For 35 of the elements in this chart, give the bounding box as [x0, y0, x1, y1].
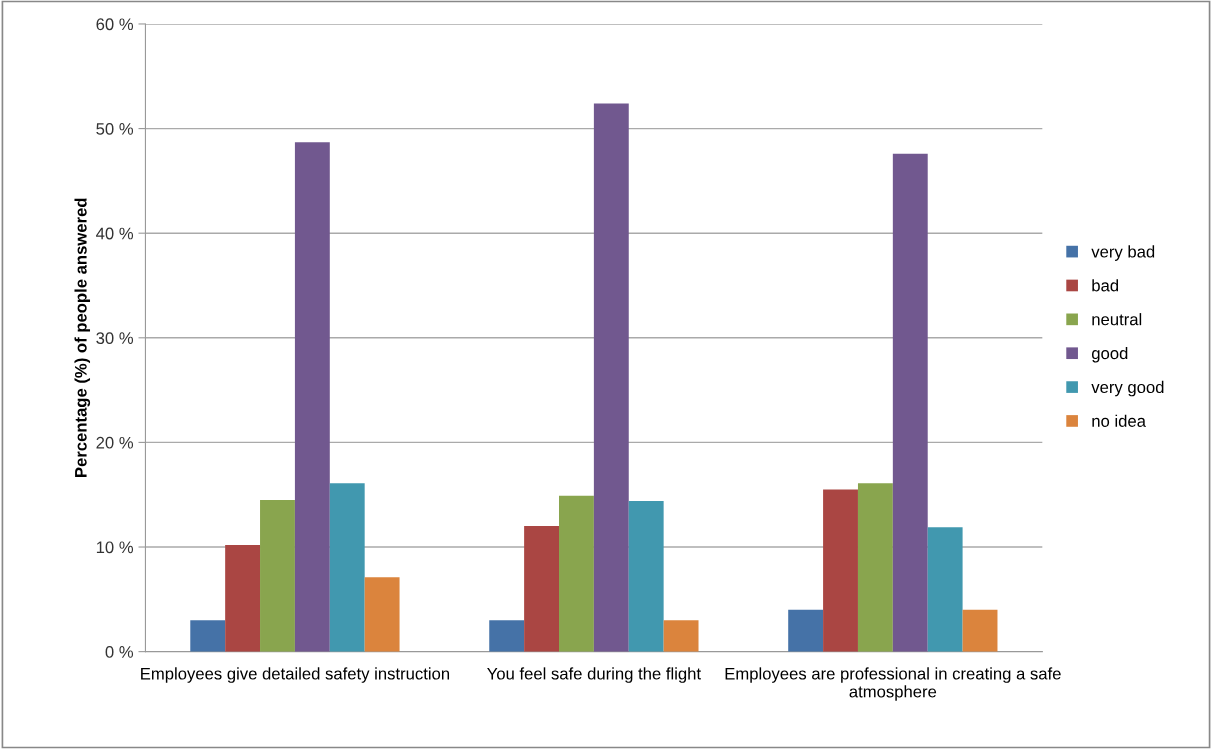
bar — [823, 489, 858, 652]
x-tick-label: You feel safe during the flight — [487, 667, 701, 683]
y-tick-label: 10 % — [96, 541, 134, 554]
bar — [260, 499, 295, 652]
bar — [225, 544, 261, 652]
bar — [489, 620, 525, 652]
legend-label: very good — [1091, 380, 1164, 397]
bar — [892, 153, 928, 652]
bar — [788, 609, 824, 652]
bar — [559, 495, 594, 652]
bar — [927, 527, 963, 652]
bar — [962, 609, 998, 652]
legend-label: good — [1091, 346, 1128, 363]
bar — [663, 620, 699, 652]
bar — [524, 526, 559, 652]
bar — [364, 577, 400, 652]
bar — [628, 500, 664, 652]
bar — [329, 483, 365, 652]
legend-label: no idea — [1092, 414, 1146, 427]
y-tick-label: 50 % — [96, 122, 134, 135]
y-tick-label: 30 % — [96, 332, 134, 344]
bar — [857, 483, 893, 652]
y-tick-label: 0 % — [105, 646, 134, 658]
bar — [190, 620, 226, 652]
legend-label: bad — [1092, 279, 1119, 292]
x-tick-label: Employees give detailed safety instruction — [141, 667, 450, 683]
bar — [294, 142, 330, 652]
y-tick-label: 60 % — [96, 18, 134, 31]
x-tick-label: Employees are professional in creating a safe atmosphere — [725, 667, 1061, 701]
y-tick-label: 40 % — [96, 227, 134, 240]
legend-label: neutral — [1092, 313, 1142, 326]
y-tick-label: 20 % — [96, 436, 134, 449]
y-axis-title: Percentage (%) of people answered — [74, 198, 91, 477]
legend-label: very bad — [1091, 245, 1155, 261]
bar — [593, 103, 629, 652]
